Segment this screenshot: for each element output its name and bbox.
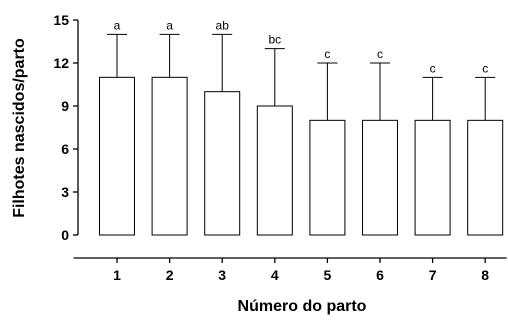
x-tick-label: 4: [271, 267, 279, 283]
bar: [256, 105, 293, 236]
x-tick-label: 3: [218, 267, 226, 283]
x-axis-title: Número do parto: [238, 298, 367, 315]
y-tick-label: 12: [53, 55, 69, 71]
significance-label: ab: [216, 18, 230, 32]
bar: [99, 76, 135, 236]
significance-label: a: [114, 18, 121, 32]
y-tick-label: 15: [53, 12, 69, 28]
x-axis: 1 2 3 4 5 6 7 8: [73, 257, 507, 283]
significance-label: c: [482, 61, 488, 75]
bar: [309, 119, 346, 236]
y-tick-label: 9: [61, 98, 69, 114]
bar: [362, 119, 398, 236]
y-axis-title: Filhotes nascidos/parto: [11, 38, 28, 218]
bar: [151, 76, 188, 236]
y-tick-label: 3: [61, 184, 69, 200]
bars: a a ab bc c c c c: [99, 18, 504, 236]
x-tick-label: 7: [429, 267, 437, 283]
significance-label: c: [324, 47, 330, 61]
bar: [204, 91, 241, 236]
y-tick-label: 6: [61, 141, 69, 157]
x-tick-label: 2: [166, 267, 174, 283]
x-tick-label: 8: [481, 267, 489, 283]
bar: [414, 119, 451, 236]
significance-label: c: [430, 61, 436, 75]
significance-label: a: [166, 18, 173, 32]
x-tick-label: 1: [113, 267, 121, 283]
significance-label: c: [377, 47, 383, 61]
x-tick-label: 6: [376, 267, 384, 283]
y-tick-label: 0: [61, 227, 69, 243]
bar: [467, 119, 504, 236]
significance-label: bc: [268, 33, 281, 47]
x-tick-label: 5: [324, 267, 332, 283]
y-axis: 0 3 6 9 12 15: [53, 12, 79, 243]
